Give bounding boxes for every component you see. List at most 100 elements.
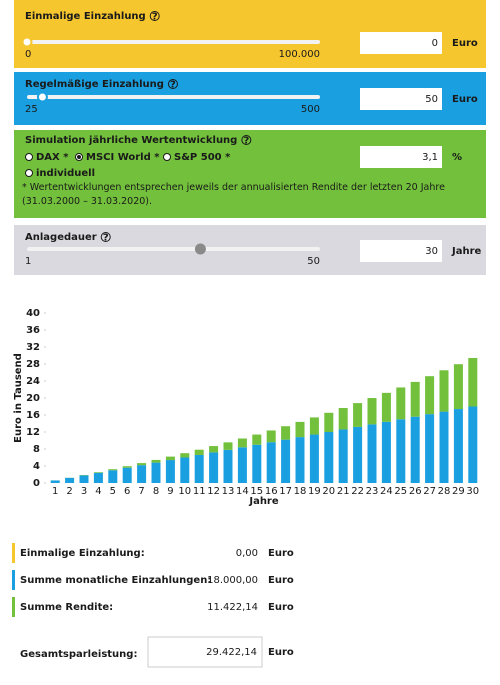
bar-segment (425, 414, 435, 483)
bar-segment (338, 429, 348, 483)
slider-track[interactable] (27, 95, 320, 99)
help-icon[interactable] (167, 79, 178, 89)
y-tick-label: 20 (26, 393, 40, 404)
summary-value: 11.422,14 (207, 602, 258, 613)
bar-segment (410, 381, 420, 417)
bar-segment (309, 417, 319, 435)
bar-segment (425, 376, 435, 415)
radio[interactable] (25, 169, 33, 177)
y-tick-label: 0 (33, 478, 40, 489)
x-tick-label: 5 (110, 486, 116, 497)
slider-min: 25 (25, 104, 38, 115)
x-tick-label: 8 (153, 486, 159, 497)
bar-segment (410, 416, 420, 483)
panel-title: Einmalige Einzahlung (25, 11, 146, 22)
help-icon[interactable] (100, 232, 111, 242)
x-tick-label: 1 (52, 486, 58, 497)
bar-segment (353, 403, 363, 427)
bar-segment (295, 421, 305, 438)
bar-segment (381, 392, 391, 422)
bar-segment (367, 424, 377, 483)
bar-segment (194, 454, 204, 483)
panel-title: Regelmäßige Einzahlung (25, 79, 164, 90)
x-tick-label: 25 (394, 486, 407, 497)
total-box (147, 636, 263, 668)
input-box[interactable] (360, 32, 442, 54)
input-box[interactable] (360, 88, 442, 110)
panel-title: Anlagedauer (25, 232, 97, 243)
bar-segment (295, 437, 305, 483)
slider-knob[interactable] (194, 243, 206, 255)
total-value: 29.422,14 (206, 647, 257, 658)
slider-track[interactable] (27, 40, 320, 44)
radio-dot (77, 155, 81, 159)
bar-segment (180, 457, 190, 483)
bar-segment (338, 408, 348, 430)
bar-segment (122, 467, 132, 483)
radio[interactable] (163, 153, 171, 161)
y-tick-label: 40 (26, 308, 40, 319)
x-tick-label: 15 (250, 486, 263, 497)
x-axis-label: Jahre (248, 496, 279, 507)
radio[interactable] (25, 153, 33, 161)
summary-unit: Euro (268, 575, 294, 586)
panel-bg (14, 130, 486, 218)
bar-segment (137, 463, 147, 466)
summary-value: 0,00 (236, 548, 258, 559)
slider-min: 0 (25, 49, 31, 60)
color-strip (12, 543, 15, 563)
summary-label: Summe Rendite: (20, 602, 113, 613)
summary-label: Summe monatliche Einzahlungen: (20, 575, 211, 586)
x-tick-label: 27 (423, 486, 436, 497)
help-icon-text: ? (243, 136, 249, 147)
bar-segment (93, 472, 103, 473)
slider-max: 50 (307, 256, 320, 267)
unit: % (452, 152, 462, 163)
note: * Wertentwicklungen entsprechen jeweils … (22, 182, 445, 207)
x-tick-label: 9 (167, 486, 173, 497)
bar-segment (108, 470, 118, 483)
x-tick-label: 13 (222, 486, 235, 497)
note-box: * Wertentwicklungen entsprechen jeweils … (22, 182, 445, 207)
panel-title: Simulation jährliche Wertentwicklung (25, 135, 237, 146)
bar-segment (223, 449, 233, 483)
bar-segment (223, 442, 233, 450)
color-strip (12, 597, 15, 617)
bar-segment (237, 447, 247, 483)
help-icon[interactable] (149, 11, 160, 21)
slider-min: 1 (25, 256, 31, 267)
x-tick-label: 22 (351, 486, 364, 497)
bar-segment (367, 398, 377, 425)
color-strip (12, 570, 15, 590)
unit: Euro (452, 38, 478, 49)
x-tick-label: 19 (308, 486, 321, 497)
bar-segment (194, 449, 204, 455)
bar-segment (396, 419, 406, 483)
bar-segment (396, 387, 406, 420)
slider-track[interactable] (27, 247, 320, 251)
bar-segment (468, 406, 478, 483)
unit: Euro (452, 94, 478, 105)
x-tick-label: 29 (452, 486, 465, 497)
bar-segment (324, 412, 334, 432)
bar-segment (266, 442, 276, 483)
bar-segment (453, 409, 463, 483)
y-tick-label: 12 (26, 427, 40, 438)
input-box[interactable] (360, 146, 442, 168)
bar-segment (122, 466, 132, 468)
x-tick-label: 3 (81, 486, 87, 497)
input-box[interactable] (360, 240, 442, 262)
bar-segment (93, 472, 103, 483)
input-value: 30 (425, 246, 438, 257)
x-tick-label: 23 (366, 486, 379, 497)
x-tick-label: 20 (322, 486, 335, 497)
y-tick-label: 24 (26, 376, 40, 387)
slider-knob[interactable] (21, 36, 33, 48)
y-tick-label: 32 (26, 342, 40, 353)
x-tick-label: 12 (207, 486, 220, 497)
help-icon[interactable] (241, 135, 252, 145)
x-tick-label: 26 (409, 486, 422, 497)
bar-segment (468, 357, 478, 407)
slider-knob[interactable] (36, 91, 48, 103)
